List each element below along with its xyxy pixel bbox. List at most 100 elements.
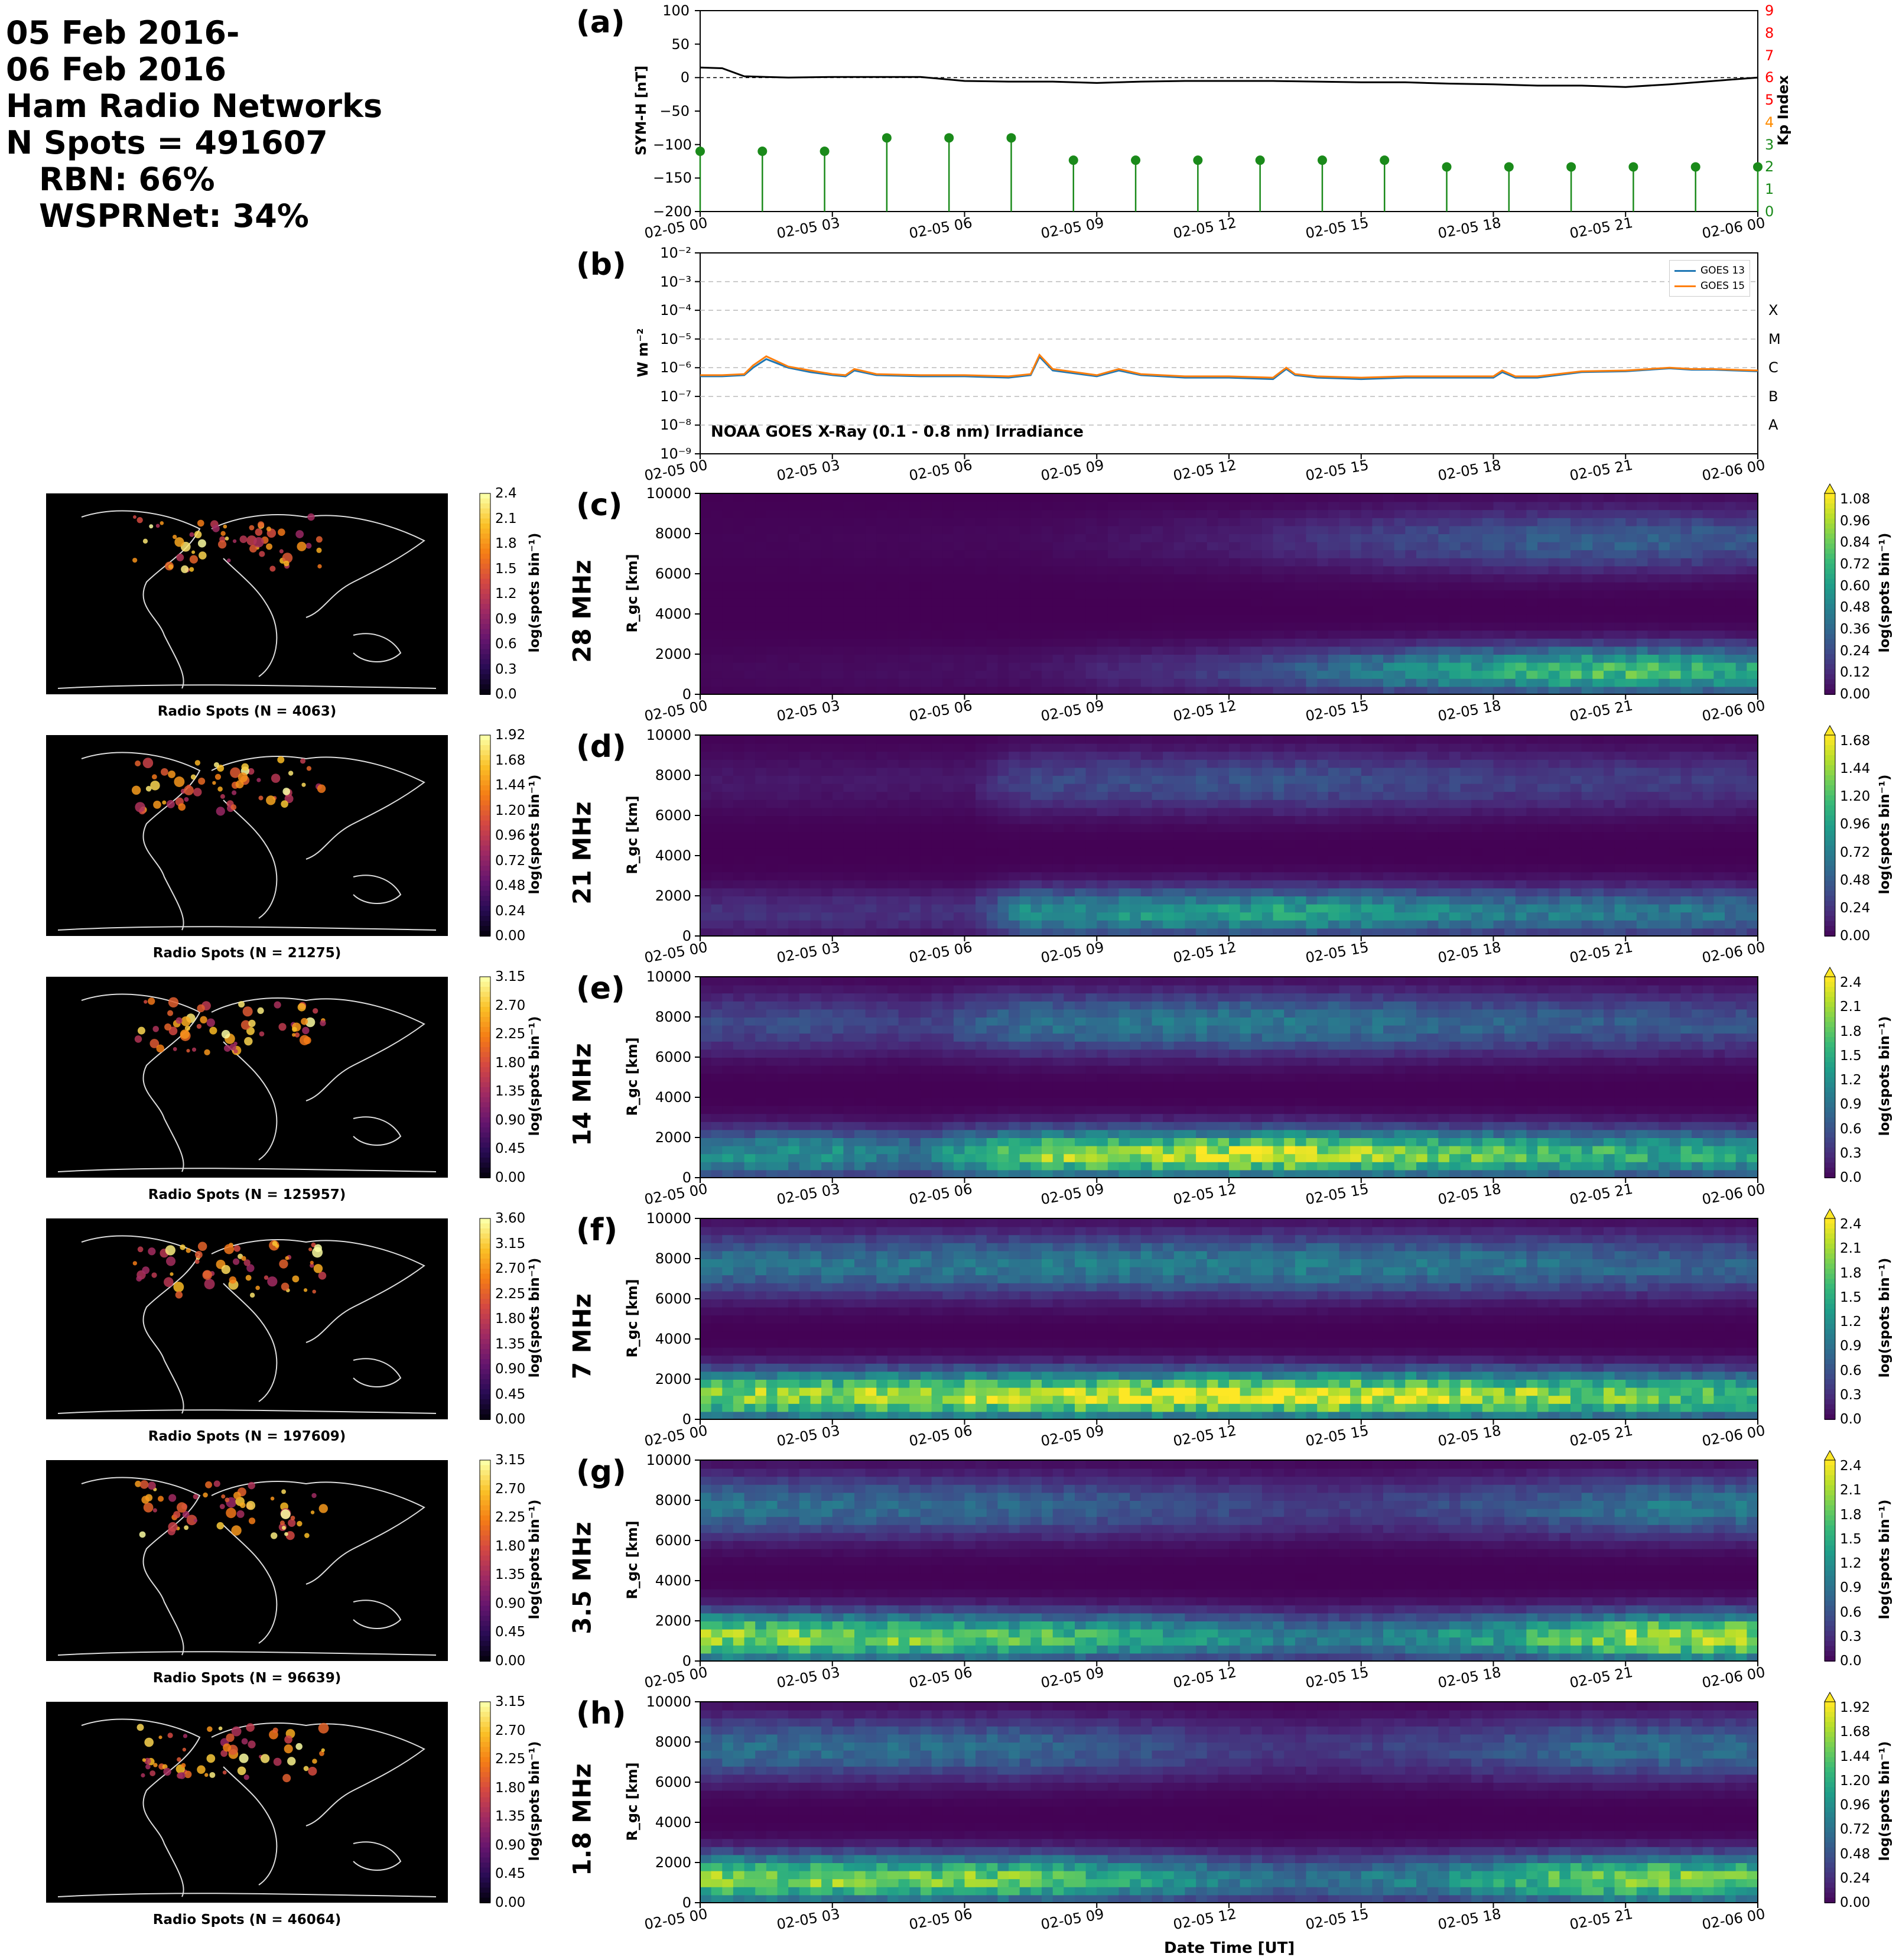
heat-cell — [821, 791, 833, 800]
heat-cell — [876, 903, 888, 913]
heat-cell — [1097, 525, 1108, 534]
heat-cell — [1416, 743, 1428, 752]
heat-cell — [854, 646, 866, 655]
heat-cell — [887, 541, 899, 551]
heat-cell — [1064, 863, 1075, 873]
heat-cell — [1218, 735, 1230, 744]
heat-cell — [1075, 581, 1087, 591]
heat-cell — [1042, 565, 1053, 574]
heat-cell — [1339, 565, 1351, 574]
heat-cell — [1504, 525, 1516, 534]
heat-cell — [1372, 678, 1384, 687]
heat-cell — [711, 767, 723, 776]
heat-cb-tick: 0.00 — [1840, 687, 1871, 702]
heat-cell — [964, 597, 977, 607]
heat-cell — [1659, 581, 1670, 591]
heat-cell — [854, 686, 866, 695]
heat-cell — [1526, 888, 1538, 896]
heat-cell — [1647, 662, 1660, 671]
heat-cell — [986, 799, 999, 808]
heat-cell — [1317, 541, 1329, 551]
heat-cell — [964, 662, 977, 671]
heat-cell — [1383, 856, 1395, 864]
heat-cell — [1383, 517, 1395, 526]
heat-cell — [700, 735, 712, 744]
heat-cell — [1504, 903, 1516, 913]
heat-cell — [1460, 630, 1472, 639]
heat-cell — [821, 654, 833, 663]
heat-cell — [1207, 759, 1219, 768]
heat-cell — [777, 896, 789, 905]
heat-cell — [1042, 759, 1053, 768]
heat-cell — [1284, 735, 1296, 744]
heat-cell — [1416, 638, 1428, 647]
heat-cell — [1163, 807, 1175, 816]
heat-cell — [1559, 638, 1571, 647]
heat-cell — [832, 646, 844, 655]
heat-cell — [1173, 751, 1186, 760]
heat-cell — [1570, 896, 1582, 905]
coastline — [223, 799, 278, 919]
heat-cell — [1163, 912, 1175, 921]
heat-cell — [1173, 565, 1186, 574]
heat-cell — [1173, 686, 1186, 695]
heat-cell — [865, 775, 877, 784]
heat-cell — [1581, 517, 1594, 526]
heat-cell — [810, 493, 822, 502]
heat-cell — [1625, 541, 1637, 551]
heat-cell — [1482, 896, 1494, 905]
heat-cell — [1261, 597, 1274, 607]
heat-cell — [1163, 646, 1175, 655]
heat-cell — [898, 919, 911, 929]
heat-cell — [1504, 565, 1516, 574]
heat-cell — [832, 493, 844, 502]
heat-cell — [1570, 775, 1582, 784]
heat-cell — [1405, 590, 1417, 599]
heat-cell — [1306, 751, 1318, 760]
heat-cell — [1075, 888, 1087, 896]
heat-cell — [722, 847, 734, 856]
heat-cell — [1064, 751, 1075, 760]
heat-cell — [1515, 751, 1527, 760]
heat-cell — [1625, 565, 1637, 574]
heat-cell — [1350, 574, 1362, 583]
heat-cell — [1085, 759, 1098, 768]
heat-cell — [766, 783, 778, 792]
heat-cell — [1680, 574, 1693, 583]
heat-cell — [909, 879, 921, 889]
heat-cell — [964, 501, 977, 511]
heat-cell — [1185, 791, 1196, 800]
heat-cell — [1030, 541, 1042, 551]
heat-cell — [1372, 614, 1384, 623]
heat-cell — [700, 686, 712, 695]
cb-segment — [480, 870, 490, 876]
cb-segment — [480, 554, 490, 560]
heat-cell — [1306, 581, 1318, 591]
heat-cell — [1515, 557, 1527, 567]
heat-cell — [1030, 597, 1042, 607]
heat-cell — [1009, 872, 1020, 880]
heat-cell — [1394, 581, 1406, 591]
heat-cell — [1317, 799, 1329, 808]
heat-cell — [1515, 863, 1527, 873]
heat-cell — [1317, 493, 1329, 502]
heat-cell — [766, 903, 778, 913]
heat-cell — [1097, 501, 1108, 511]
heat-cell — [1592, 767, 1604, 776]
heat-cell — [1030, 614, 1042, 623]
heat-cell — [1350, 590, 1362, 599]
heat-cell — [1372, 670, 1384, 679]
heat-cell — [1064, 541, 1075, 551]
heat-cell — [1328, 670, 1340, 679]
spot-cluster — [174, 537, 184, 547]
heat-cell — [1097, 590, 1108, 599]
heat-cell — [1581, 630, 1594, 639]
heat-cell — [1592, 646, 1604, 655]
heat-cell — [1075, 831, 1087, 840]
heat-cell — [1196, 557, 1208, 567]
heat-cell — [887, 928, 899, 937]
heat-cell — [1152, 597, 1164, 607]
heat-cell — [799, 872, 811, 880]
heat-cell — [1604, 759, 1615, 768]
heat-cell — [1042, 574, 1053, 583]
